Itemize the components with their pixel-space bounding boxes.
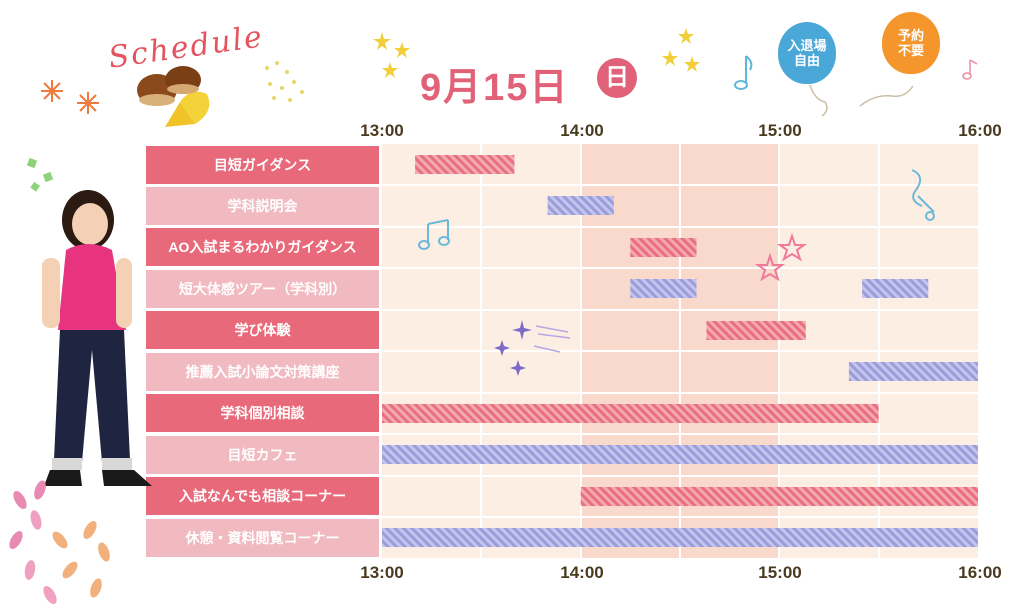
sparkle-icon (41, 80, 99, 114)
row-label-6: 学科個別相談 (146, 394, 379, 432)
row-label-9: 休憩・資料閲覧コーナー (146, 519, 379, 557)
gantt-bar-row7-0 (382, 445, 978, 464)
gantt-bar-row2-0 (630, 238, 697, 257)
green-confetti (26, 157, 54, 192)
music-note-doodle-right (911, 169, 935, 221)
row-label-0: 目短ガイダンス (146, 146, 379, 184)
free-entry-balloon: 入退場 自由 (778, 22, 836, 84)
star-icons-right (662, 28, 700, 72)
gantt-grid (382, 144, 978, 558)
chestnut-ginkgo-illustration (137, 66, 210, 127)
dots-decoration (265, 61, 304, 102)
gantt-bar-row8-0 (580, 487, 978, 506)
row-label-4: 学び体験 (146, 311, 379, 349)
gantt-bar-row9-0 (382, 528, 978, 547)
pink-star-icons (754, 232, 808, 282)
music-note-icon (734, 55, 753, 90)
gantt-bar-row4-0 (706, 321, 806, 340)
music-note-small-icon (962, 59, 978, 80)
row-label-1: 学科説明会 (146, 187, 379, 225)
star-icons (373, 32, 410, 78)
balloon-strings (809, 84, 914, 117)
row-label-3: 短大体感ツアー（学科別） (146, 270, 379, 308)
row-label-2: AO入試まるわかりガイダンス (146, 228, 379, 266)
leaf-decoration (9, 480, 110, 605)
row-label-7: 目短カフェ (146, 436, 379, 474)
day-of-week-badge: 日 (597, 58, 637, 98)
music-note-doodle (418, 219, 450, 250)
time-tick-bottom-1500: 15:00 (758, 563, 802, 582)
gantt-bar-row0-0 (415, 155, 515, 174)
gantt-bar-row6-0 (382, 404, 879, 423)
purple-sparkle-icons (494, 320, 571, 376)
time-tick-top-1500: 15:00 (758, 121, 802, 140)
gantt-bar-row3-1 (862, 279, 929, 298)
time-tick-top-1300: 13:00 (360, 121, 404, 140)
row-label-5: 推薦入試小論文対策講座 (146, 353, 379, 391)
time-tick-bottom-1600: 16:00 (958, 563, 1002, 582)
time-tick-bottom-1300: 13:00 (360, 563, 404, 582)
time-tick-top-1600: 16:00 (958, 121, 1002, 140)
no-reservation-balloon: 予約 不要 (882, 12, 940, 74)
gantt-bar-row3-0 (630, 279, 697, 298)
time-tick-top-1400: 14:00 (560, 121, 604, 140)
gantt-bar-row5-0 (848, 362, 978, 381)
student-illustration (42, 190, 152, 486)
time-tick-bottom-1400: 14:00 (560, 563, 604, 582)
event-date: 9月15日 (420, 67, 570, 109)
gantt-bar-row1-0 (547, 196, 614, 215)
row-label-8: 入試なんでも相談コーナー (146, 477, 379, 515)
